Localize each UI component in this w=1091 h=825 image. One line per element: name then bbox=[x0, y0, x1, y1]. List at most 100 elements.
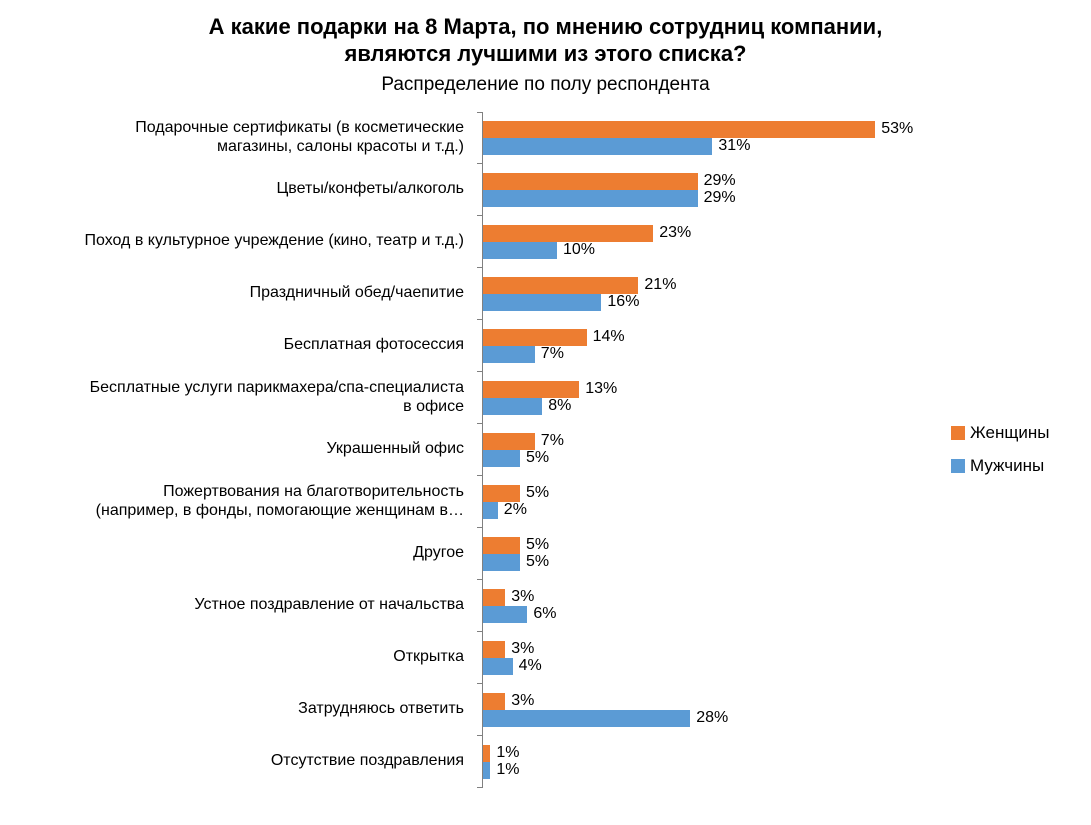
bar-group: 7% 5% bbox=[482, 423, 951, 476]
bar-row: Устное поздравление от начальства 3% 6% bbox=[0, 579, 951, 632]
bar-group: 13% 8% bbox=[482, 371, 951, 424]
value-label: 13% bbox=[585, 380, 618, 398]
bar-men bbox=[483, 397, 543, 415]
bar-group: 23% 10% bbox=[482, 215, 951, 268]
bar-row: Украшенный офис 7% 5% bbox=[0, 423, 951, 476]
bar-row: Другое 5% 5% bbox=[0, 527, 951, 580]
bar-women bbox=[483, 588, 506, 606]
bar-line-women: 1% bbox=[483, 744, 951, 762]
category-label: Другое bbox=[413, 544, 464, 562]
bar-line-men: 5% bbox=[483, 553, 951, 571]
bar-chart: А какие подарки на 8 Марта, по мнению со… bbox=[0, 0, 1091, 788]
value-label: 4% bbox=[518, 657, 542, 675]
bar-women bbox=[483, 328, 587, 346]
bar-men bbox=[483, 293, 602, 311]
chart-subtitle: Распределение по полу респондента bbox=[381, 73, 710, 95]
bar-row: Пожертвования на благотворительность (на… bbox=[0, 475, 951, 528]
bar-men bbox=[483, 241, 557, 259]
bar-line-women: 3% bbox=[483, 588, 951, 606]
bar-men bbox=[483, 137, 713, 155]
bar-group: 29% 29% bbox=[482, 163, 951, 216]
legend: Женщины Мужчины bbox=[951, 112, 1091, 788]
value-label: 5% bbox=[526, 536, 550, 554]
bar-line-men: 7% bbox=[483, 345, 951, 363]
bar-men bbox=[483, 709, 691, 727]
value-label: 53% bbox=[881, 120, 914, 138]
legend-swatch-men bbox=[951, 459, 965, 474]
value-label: 6% bbox=[533, 605, 557, 623]
value-label: 23% bbox=[659, 224, 692, 242]
legend-swatch-women bbox=[951, 426, 965, 441]
bar-line-women: 21% bbox=[483, 276, 951, 294]
chart-title-line1: А какие подарки на 8 Марта, по мнению со… bbox=[208, 14, 883, 39]
bar-men bbox=[483, 605, 528, 623]
legend-label: Мужчины bbox=[970, 456, 1045, 476]
bar-women bbox=[483, 120, 876, 138]
category-label: Пожертвования на благотворительность (на… bbox=[95, 482, 464, 519]
value-label: 7% bbox=[540, 345, 564, 363]
category-label: Украшенный офис bbox=[326, 440, 464, 458]
bar-row: Затрудняюсь ответить 3% 28% bbox=[0, 683, 951, 736]
chart-area: Подарочные сертификаты (в косметические … bbox=[0, 111, 1091, 788]
bar-group: 21% 16% bbox=[482, 267, 951, 320]
bar-line-women: 5% bbox=[483, 484, 951, 502]
bar-line-men: 31% bbox=[483, 137, 951, 155]
bar-group: 14% 7% bbox=[482, 319, 951, 372]
chart-title: А какие подарки на 8 Марта, по мнению со… bbox=[0, 14, 1091, 68]
category-label: Открытка bbox=[393, 648, 464, 666]
bar-line-women: 13% bbox=[483, 380, 951, 398]
bar-row: Открытка 3% 4% bbox=[0, 631, 951, 684]
bar-line-women: 5% bbox=[483, 536, 951, 554]
bar-line-men: 5% bbox=[483, 449, 951, 467]
category-label: Бесплатная фотосессия bbox=[283, 336, 464, 354]
value-label: 1% bbox=[496, 761, 520, 779]
bar-line-men: 10% bbox=[483, 241, 951, 259]
bar-line-women: 3% bbox=[483, 692, 951, 710]
bar-men bbox=[483, 449, 520, 467]
bar-group: 3% 28% bbox=[482, 683, 951, 736]
value-label: 14% bbox=[592, 328, 625, 346]
value-label: 28% bbox=[696, 709, 729, 727]
category-label: Устное поздравление от начальства bbox=[194, 596, 464, 614]
bar-line-men: 1% bbox=[483, 761, 951, 779]
bar-row: Бесплатная фотосессия 14% 7% bbox=[0, 319, 951, 372]
value-label: 2% bbox=[503, 501, 527, 519]
bar-women bbox=[483, 640, 506, 658]
bar-men bbox=[483, 553, 520, 571]
bar-line-women: 3% bbox=[483, 640, 951, 658]
value-label: 5% bbox=[526, 449, 550, 467]
bar-group: 1% 1% bbox=[482, 735, 951, 788]
bar-group: 3% 4% bbox=[482, 631, 951, 684]
value-label: 1% bbox=[496, 744, 520, 762]
value-label: 29% bbox=[703, 189, 736, 207]
bar-row: Подарочные сертификаты (в косметические … bbox=[0, 111, 951, 164]
value-label: 21% bbox=[644, 276, 677, 294]
bar-men bbox=[483, 761, 491, 779]
bar-women bbox=[483, 536, 520, 554]
bar-line-women: 14% bbox=[483, 328, 951, 346]
value-label: 8% bbox=[548, 397, 572, 415]
bar-group: 53% 31% bbox=[482, 111, 951, 164]
bar-group: 3% 6% bbox=[482, 579, 951, 632]
value-label: 3% bbox=[511, 640, 535, 658]
category-label: Праздничный обед/чаепитие bbox=[249, 284, 464, 302]
category-label: Подарочные сертификаты (в косметические … bbox=[135, 118, 464, 155]
legend-item-women: Женщины bbox=[951, 423, 1085, 443]
bar-row: Поход в культурное учреждение (кино, теа… bbox=[0, 215, 951, 268]
bar-line-men: 6% bbox=[483, 605, 951, 623]
bar-line-men: 2% bbox=[483, 501, 951, 519]
chart-header: А какие подарки на 8 Марта, по мнению со… bbox=[0, 0, 1091, 96]
bar-men bbox=[483, 501, 498, 519]
bar-line-women: 29% bbox=[483, 172, 951, 190]
bar-row: Цветы/конфеты/алкоголь 29% 29% bbox=[0, 163, 951, 216]
bar-line-women: 53% bbox=[483, 120, 951, 138]
legend-item-men: Мужчины bbox=[951, 456, 1085, 476]
value-label: 5% bbox=[526, 484, 550, 502]
value-label: 3% bbox=[511, 588, 535, 606]
bar-men bbox=[483, 657, 513, 675]
category-label: Цветы/конфеты/алкоголь bbox=[276, 180, 464, 198]
value-label: 31% bbox=[718, 137, 751, 155]
bar-women bbox=[483, 276, 639, 294]
bar-men bbox=[483, 189, 698, 207]
bar-women bbox=[483, 224, 654, 242]
